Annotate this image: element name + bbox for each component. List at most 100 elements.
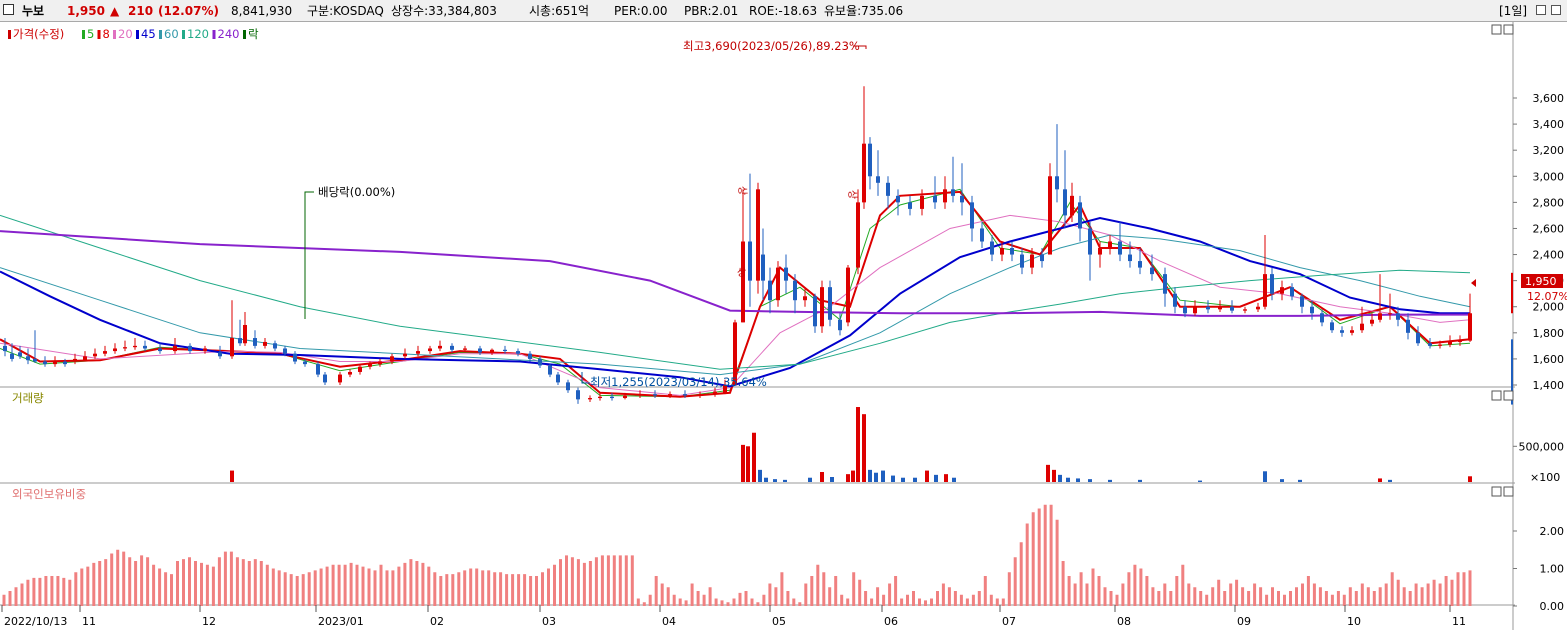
foreign-bar-99: [594, 557, 598, 606]
candle-body-99: [1040, 254, 1044, 262]
x-tick-label-12: 10: [1347, 615, 1361, 628]
foreign-bar-94: [565, 555, 568, 606]
candle-body-6: [53, 361, 57, 365]
candle-body-92: [970, 202, 974, 229]
foreign-bar-27: [164, 572, 168, 606]
volume-bar-18: [891, 475, 895, 482]
foreign-bar-138: [828, 587, 832, 606]
foreign-panel-minimize-icon[interactable]: [1491, 486, 1502, 497]
price-panel-close-icon[interactable]: [1503, 24, 1514, 35]
foreign-bar-40: [241, 559, 245, 606]
chart-area[interactable]: 가격(수정) 5 8 20 45 60 120 240 락 1,400 1,600 1,800 2,0…: [0, 22, 1567, 630]
foreign-bar-240: [1438, 583, 1442, 606]
foreign-bar-65: [391, 570, 395, 606]
volume-bar-0: [230, 470, 234, 482]
foreign-bar-167: [1001, 598, 1005, 606]
candle-body-125: [1300, 296, 1304, 307]
candle-body-9: [83, 356, 87, 361]
foreign-bar-118: [708, 587, 712, 606]
candle-body-27: [283, 348, 287, 354]
candle-body-55: [598, 396, 602, 399]
legend-label-3: 20: [118, 27, 133, 41]
foreign-bar-202: [1211, 587, 1215, 606]
volume-bar-13: [856, 407, 860, 482]
foreign-bar-35: [211, 566, 215, 606]
low-annotation-pointer: [581, 372, 590, 384]
volume-panel-close-icon[interactable]: [1503, 390, 1514, 401]
x-tick-label-3: 2023/01: [318, 615, 364, 628]
foreign-bar-77: [463, 570, 467, 606]
foreign-bar-230: [1378, 587, 1382, 606]
foreign-bar-91: [547, 568, 550, 606]
foreign-bar-63: [379, 564, 383, 606]
foreign-bar-33: [200, 562, 203, 606]
candle-body-81: [862, 143, 866, 203]
foreign-bar-7: [44, 576, 48, 606]
foreign-bar-133: [798, 602, 802, 606]
foreign-bar-83: [499, 572, 503, 606]
foreign-bar-62: [373, 570, 377, 606]
x-tick-label-8: 06: [884, 615, 898, 628]
foreign-bar-21: [128, 557, 132, 606]
candle-body-45: [490, 349, 494, 353]
foreign-bar-127: [762, 594, 766, 606]
low-annotation: 최저1,255(2023/03/14),35.64%: [590, 375, 767, 389]
candle-body-138: [1428, 343, 1432, 346]
foreign-bar-199: [1193, 587, 1197, 606]
volume-tick-label-0: 500,000: [1519, 440, 1565, 453]
candle-body-46: [503, 349, 507, 352]
candle-body-14: [133, 345, 137, 348]
foreign-bar-10: [62, 577, 66, 606]
candle-body-69: [761, 254, 765, 281]
period-selector[interactable]: [1일]: [1499, 4, 1528, 18]
volume-bar-11: [846, 474, 850, 482]
foreign-bar-211: [1265, 594, 1269, 606]
price-tick-label-9: 3,200: [1533, 144, 1565, 157]
x-tick-label-11: 09: [1237, 615, 1251, 628]
window-close-button[interactable]: [1551, 5, 1561, 15]
volume-bar-17: [881, 470, 885, 482]
candle-body-41: [438, 345, 442, 349]
foreign-bar-11: [68, 579, 72, 606]
foreign-bar-71: [427, 566, 431, 606]
window-restore-button[interactable]: [1536, 5, 1546, 15]
candle-body-74: [803, 296, 807, 301]
candle-body-25: [263, 341, 267, 346]
foreign-bar-14: [86, 566, 90, 606]
volume-bar-20: [913, 477, 917, 482]
foreign-bar-155: [930, 598, 933, 606]
volume-bars: [230, 407, 1472, 482]
candle-body-70: [768, 280, 772, 301]
foreign-bar-136: [816, 564, 820, 606]
price-tick-label-5: 2,400: [1533, 249, 1565, 262]
select-checkbox[interactable]: [3, 4, 14, 15]
foreign-bar-24: [146, 557, 150, 606]
foreign-bar-19: [116, 549, 120, 606]
price-panel-minimize-icon[interactable]: [1491, 24, 1502, 35]
foreign-bar-195: [1169, 591, 1173, 606]
foreign-bar-201: [1205, 594, 1209, 606]
foreign-bar-139: [834, 576, 838, 606]
foreign-panel-close-icon[interactable]: [1503, 486, 1514, 497]
foreign-bar-22: [134, 561, 138, 606]
foreign-bar-224: [1342, 594, 1346, 606]
candle-body-134: [1388, 313, 1392, 315]
candle-body-47: [516, 351, 520, 354]
volume-legend: 거래량: [12, 391, 44, 405]
foreign-bar-150: [900, 598, 904, 606]
candle-body-38: [403, 353, 407, 357]
foreign-bar-111: [666, 587, 670, 606]
candle-body-114: [1183, 306, 1187, 314]
foreign-bar-101: [606, 555, 610, 606]
foreign-bar-88: [529, 576, 533, 606]
foreign-bar-219: [1312, 583, 1316, 606]
foreign-bar-218: [1306, 576, 1310, 606]
volume-panel-minimize-icon[interactable]: [1491, 390, 1502, 401]
candle-body-53: [576, 390, 580, 400]
volume-bar-4: [758, 469, 762, 482]
price-tick-label-7: 2,800: [1533, 196, 1565, 209]
foreign-bar-76: [457, 572, 461, 606]
candle-body-39: [416, 351, 420, 354]
foreign-bar-95: [570, 557, 574, 606]
panel-controls[interactable]: [1491, 24, 1514, 497]
